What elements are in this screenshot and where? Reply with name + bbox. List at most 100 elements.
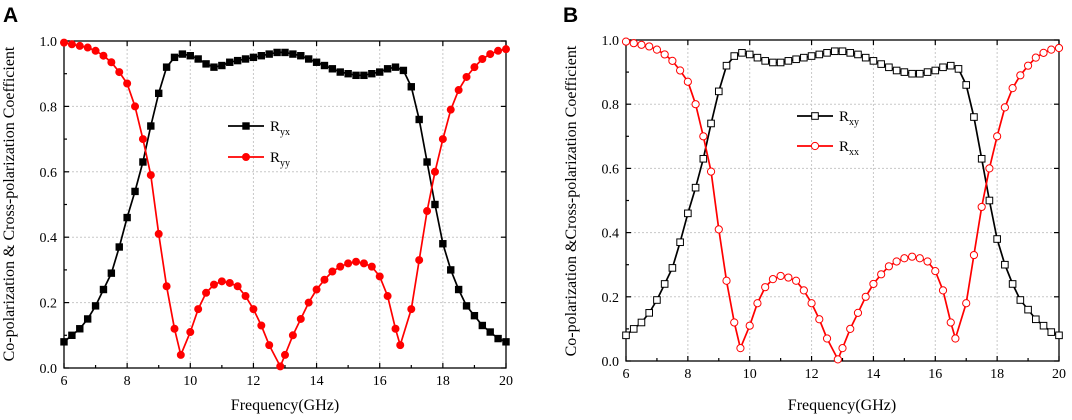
data-point — [115, 68, 124, 77]
data-point — [367, 262, 376, 271]
data-point — [745, 50, 754, 59]
data-point — [691, 183, 700, 192]
data-point — [951, 334, 960, 343]
data-point — [923, 68, 932, 76]
data-point — [241, 55, 250, 63]
data-point — [907, 252, 917, 261]
data-point — [368, 70, 376, 78]
y-tick-label: 0.2 — [602, 291, 620, 306]
data-point — [838, 47, 847, 56]
data-point — [815, 50, 824, 59]
data-point — [769, 58, 777, 67]
data-point — [438, 135, 447, 144]
data-point — [722, 61, 731, 70]
data-point — [233, 56, 242, 65]
data-point — [91, 302, 100, 310]
data-point — [637, 318, 646, 327]
data-point — [722, 276, 731, 285]
data-point — [225, 278, 234, 287]
data-point — [853, 308, 863, 317]
data-point — [83, 315, 92, 323]
y-tick-label: 0.2 — [40, 297, 58, 312]
data-point — [776, 58, 785, 67]
data-point — [344, 259, 353, 268]
data-point — [218, 61, 226, 70]
data-point — [1054, 43, 1064, 53]
data-point — [202, 60, 210, 68]
data-point — [761, 283, 770, 292]
data-point — [776, 271, 785, 281]
data-point — [281, 48, 289, 57]
legend-label: Rxy — [839, 109, 859, 128]
data-point — [131, 102, 140, 111]
data-point — [745, 321, 754, 330]
data-point — [1008, 84, 1017, 93]
data-point — [446, 105, 455, 114]
x-tick-label: 18 — [990, 367, 1004, 382]
data-point — [699, 132, 708, 141]
data-point — [352, 71, 360, 80]
data-point — [807, 52, 816, 60]
data-point — [792, 276, 801, 285]
data-point — [629, 325, 638, 333]
data-point — [706, 167, 716, 176]
data-point — [931, 267, 940, 276]
data-point — [1031, 53, 1040, 62]
x-axis-title: Frequency(GHz) — [231, 397, 339, 414]
data-point — [1024, 305, 1032, 314]
data-point — [170, 324, 179, 333]
data-point — [668, 56, 677, 65]
x-tick-label: 16 — [928, 367, 942, 382]
chart-panel-b: B 6 8 10 12 14 16 18 20 0.0 0.2 0.4 0.6 0.8 1.0 Frequen… — [563, 4, 1066, 414]
data-point — [430, 167, 439, 176]
data-point — [352, 257, 361, 266]
x-tick-label: 10 — [183, 374, 197, 389]
data-point — [454, 285, 463, 294]
series-line — [63, 51, 507, 343]
data-point — [462, 302, 471, 310]
data-point — [423, 158, 431, 166]
data-point — [830, 47, 839, 56]
data-point — [162, 63, 171, 71]
legend: Rxy Rxx — [797, 109, 859, 158]
data-point — [336, 68, 344, 76]
data-point — [226, 58, 234, 66]
y-tick-label: 0.8 — [602, 98, 620, 113]
data-point — [194, 305, 203, 314]
data-point — [423, 207, 432, 216]
data-point — [202, 288, 211, 297]
y-tick-label: 0.4 — [40, 231, 58, 246]
data-point — [249, 53, 258, 62]
data-point — [407, 305, 416, 314]
series-ryx — [60, 48, 510, 346]
data-point — [304, 298, 313, 307]
chart-panel-a: A 6 8 10 12 14 16 18 20 0.0 0.2 0.4 0.6 0.8 1.0 Frequen… — [1, 4, 513, 414]
data-point — [691, 100, 700, 109]
legend-marker — [810, 141, 820, 151]
data-point — [923, 257, 932, 266]
data-point — [1016, 71, 1025, 80]
data-point — [833, 355, 842, 364]
data-point — [431, 200, 439, 209]
data-point — [280, 350, 289, 359]
data-point — [415, 115, 423, 124]
data-point — [75, 41, 84, 50]
data-point — [730, 52, 739, 60]
data-point — [861, 292, 870, 301]
data-point — [1001, 260, 1009, 269]
data-point — [962, 81, 971, 89]
data-point — [68, 331, 76, 339]
data-point — [454, 86, 463, 95]
data-point — [707, 119, 715, 128]
data-point — [699, 154, 708, 163]
data-point — [67, 40, 76, 49]
data-point — [288, 331, 297, 340]
data-point — [176, 350, 185, 359]
data-point — [908, 69, 916, 78]
x-axis-title: Frequency(GHz) — [788, 397, 896, 414]
data-point — [91, 46, 100, 55]
legend-label: Rxx — [839, 139, 859, 158]
data-point — [407, 83, 415, 91]
data-point — [60, 38, 69, 47]
data-point — [478, 321, 487, 330]
